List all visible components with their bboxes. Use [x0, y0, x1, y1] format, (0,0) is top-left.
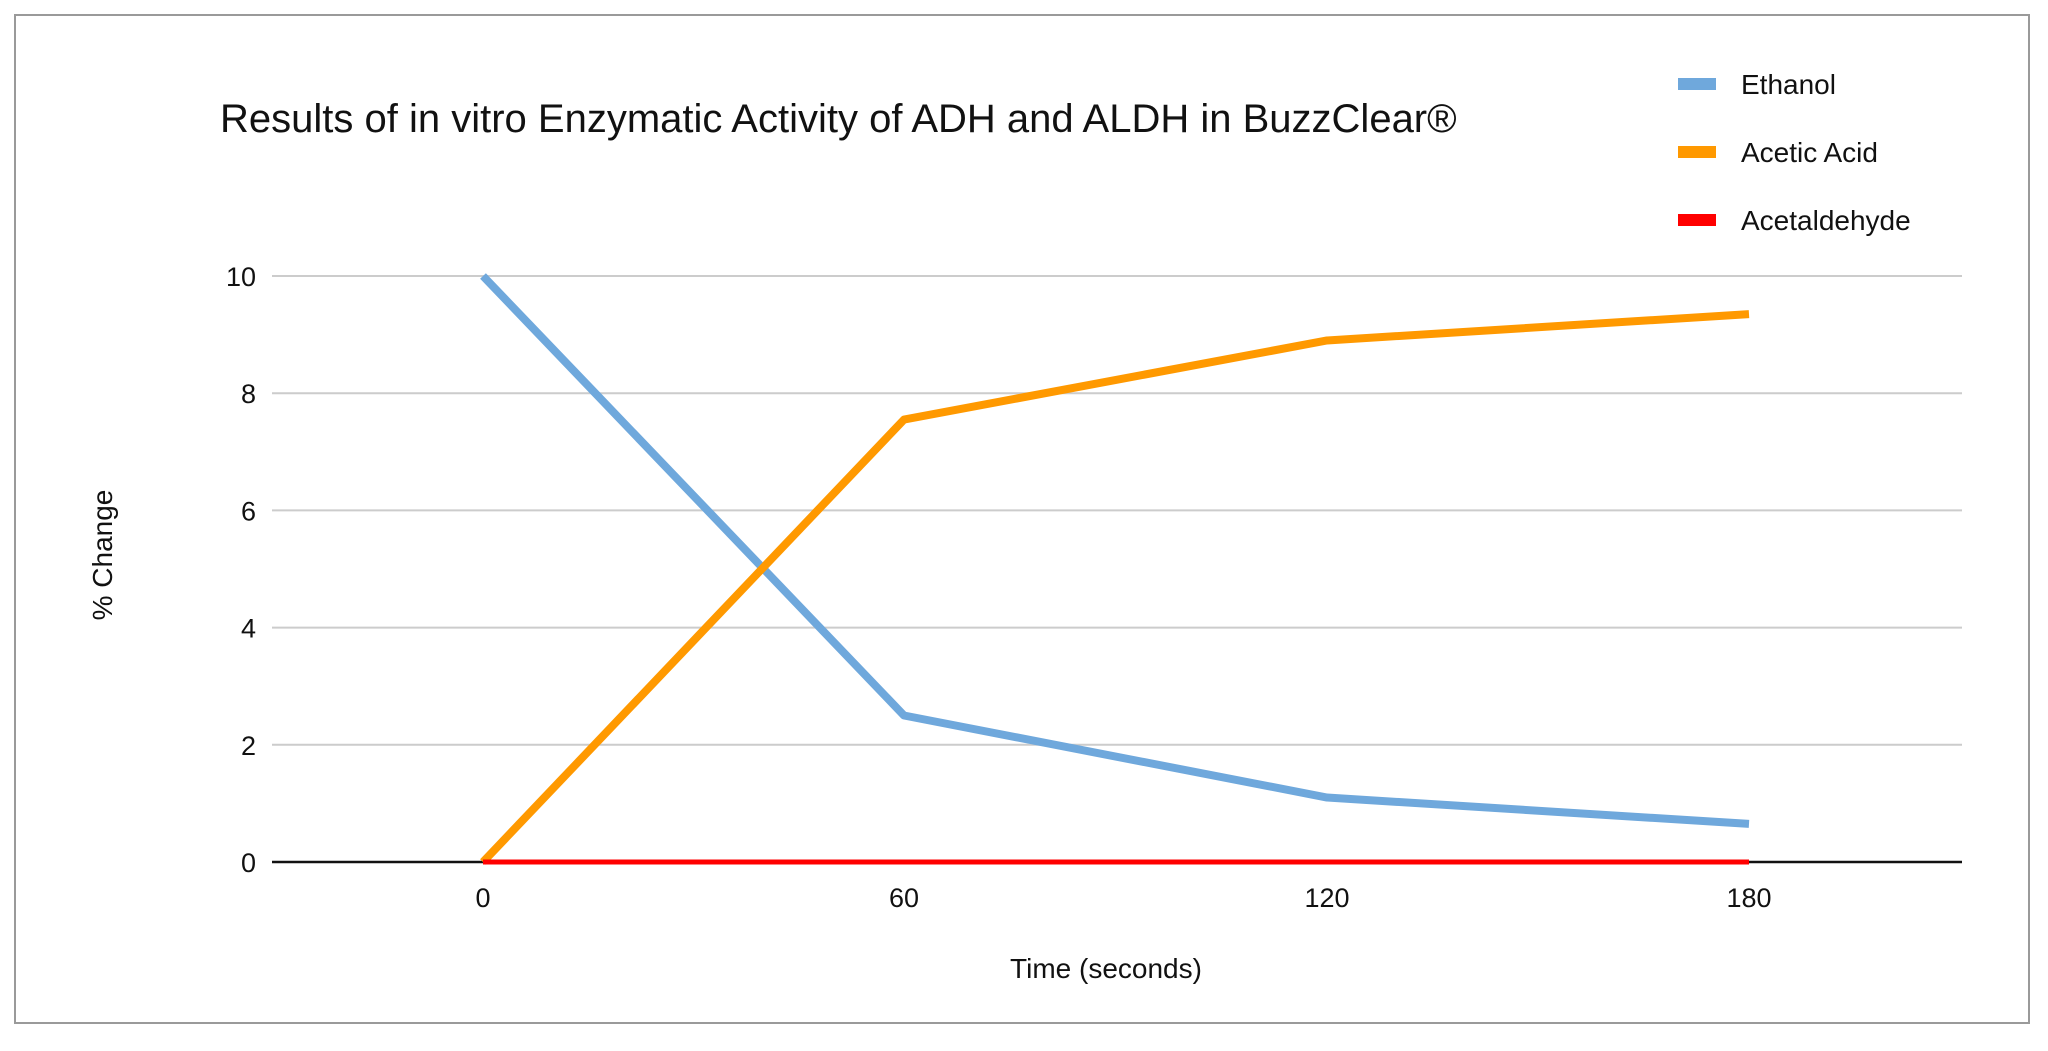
chart-title: Results of in vitro Enzymatic Activity o…	[220, 97, 1457, 141]
y-tick-label: 2	[241, 731, 256, 761]
series-lines	[480, 273, 1750, 865]
x-tick-label: 0	[475, 883, 490, 913]
legend-label: Acetaldehyde	[1741, 205, 1911, 236]
legend-swatch	[1678, 78, 1716, 90]
legend-label: Ethanol	[1741, 69, 1836, 100]
series-line-acetic-acid	[480, 310, 1750, 865]
grid	[272, 275, 1962, 864]
legend-item: Acetic Acid	[1678, 137, 1878, 168]
legend-label: Acetic Acid	[1741, 137, 1878, 168]
legend-item: Ethanol	[1678, 69, 1836, 100]
series-line-ethanol	[480, 273, 1750, 828]
y-tick-label: 10	[226, 262, 256, 292]
ticks: 0 2 4 6 8 10 0 60 120 180	[226, 262, 1772, 913]
y-tick-label: 8	[241, 379, 256, 409]
x-axis-label: Time (seconds)	[1010, 953, 1202, 984]
x-tick-label: 60	[889, 883, 919, 913]
x-tick-label: 120	[1304, 883, 1349, 913]
legend-swatch	[1678, 146, 1716, 158]
legend-swatch	[1678, 214, 1716, 226]
x-tick-label: 180	[1726, 883, 1771, 913]
y-tick-label: 6	[241, 496, 256, 526]
y-tick-label: 4	[241, 614, 256, 644]
y-tick-label: 0	[241, 848, 256, 878]
y-axis-label: % Change	[87, 490, 118, 621]
chart-frame	[14, 14, 2030, 1024]
legend-item: Acetaldehyde	[1678, 205, 1911, 236]
legend: Ethanol Acetic Acid Acetaldehyde	[1678, 69, 1911, 236]
